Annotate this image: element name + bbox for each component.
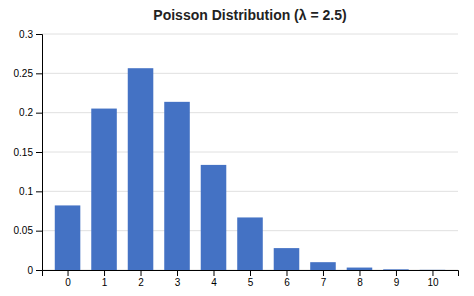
y-tick: 0.25 — [14, 68, 42, 79]
y-tick: 0.15 — [14, 147, 42, 158]
x-tick: 9 — [394, 270, 400, 288]
x-tick: 6 — [284, 270, 290, 288]
plot: 0 1 2 3 4 5 6 7 8 9 10 0 0.05 0.1 0.15 0.2 0.25 0.3 — [14, 29, 459, 288]
y-tick-mark — [36, 73, 42, 74]
y-axis: 0 0.05 0.1 0.15 0.2 0.25 0.3 — [14, 29, 43, 276]
y-tick: 0.3 — [19, 29, 42, 40]
x-tick-label: 1 — [102, 277, 108, 288]
y-tick-mark — [36, 270, 42, 271]
bar — [237, 217, 263, 270]
x-tick-label: 5 — [248, 277, 254, 288]
y-tick: 0.05 — [14, 225, 42, 236]
bar — [164, 102, 190, 270]
bar — [201, 165, 227, 270]
y-tick-label: 0.3 — [19, 29, 33, 40]
x-tick: 8 — [357, 270, 363, 288]
x-tick-label: 2 — [138, 277, 144, 288]
x-tick-mark — [432, 270, 433, 276]
y-tick-mark — [36, 191, 42, 192]
bar — [420, 269, 446, 270]
grid-line — [42, 73, 458, 74]
y-tick-mark — [36, 34, 42, 35]
x-tick-mark — [104, 270, 105, 276]
y-axis-line — [36, 35, 43, 271]
bar — [91, 109, 117, 270]
x-tick-mark — [250, 270, 251, 276]
y-tick-label: 0.2 — [19, 107, 33, 118]
x-axis: 0 1 2 3 4 5 6 7 8 9 10 — [43, 270, 459, 288]
x-tick-label: 7 — [321, 277, 327, 288]
bar — [383, 269, 409, 270]
marks — [55, 68, 445, 270]
bar — [347, 268, 373, 270]
x-tick: 1 — [102, 270, 108, 288]
x-tick-label: 3 — [175, 277, 181, 288]
x-tick: 4 — [211, 270, 217, 288]
x-tick-mark — [214, 270, 215, 276]
y-tick-label: 0 — [27, 265, 33, 276]
y-tick-label: 0.25 — [14, 68, 34, 79]
y-tick: 0 — [27, 265, 42, 276]
grid — [42, 34, 458, 270]
x-tick-mark — [323, 270, 324, 276]
bar — [310, 262, 336, 270]
x-tick-mark — [286, 270, 287, 276]
x-tick-mark — [396, 270, 397, 276]
x-axis-line — [43, 271, 459, 277]
x-tick: 0 — [65, 270, 71, 288]
bar — [274, 248, 300, 270]
x-tick-label: 0 — [65, 277, 71, 288]
x-tick-label: 9 — [394, 277, 400, 288]
x-tick-label: 8 — [357, 277, 363, 288]
y-tick-label: 0.15 — [14, 147, 34, 158]
x-tick: 2 — [138, 270, 144, 288]
bar — [55, 205, 81, 270]
x-tick-mark — [68, 270, 69, 276]
x-tick: 7 — [321, 270, 327, 288]
y-tick: 0.1 — [19, 186, 42, 197]
y-tick-mark — [36, 231, 42, 232]
bar — [128, 68, 154, 270]
x-tick: 10 — [427, 270, 439, 288]
x-tick: 3 — [175, 270, 181, 288]
x-tick: 5 — [248, 270, 254, 288]
x-tick-label: 6 — [284, 277, 290, 288]
y-tick-label: 0.1 — [19, 186, 33, 197]
y-tick-mark — [36, 152, 42, 153]
chart: 0 1 2 3 4 5 6 7 8 9 10 0 0.05 0.1 0.15 0.2 0.25 0.3 Poisso… — [0, 0, 474, 296]
title: Poisson Distribution (λ = 2.5) — [153, 7, 346, 23]
y-tick: 0.2 — [19, 107, 42, 118]
x-tick-label: 10 — [427, 277, 439, 288]
x-tick-mark — [359, 270, 360, 276]
x-tick-label: 4 — [211, 277, 217, 288]
y-tick-label: 0.05 — [14, 225, 34, 236]
grid-line — [42, 34, 458, 35]
x-tick-mark — [141, 270, 142, 276]
y-tick-mark — [36, 113, 42, 114]
x-tick-mark — [177, 270, 178, 276]
